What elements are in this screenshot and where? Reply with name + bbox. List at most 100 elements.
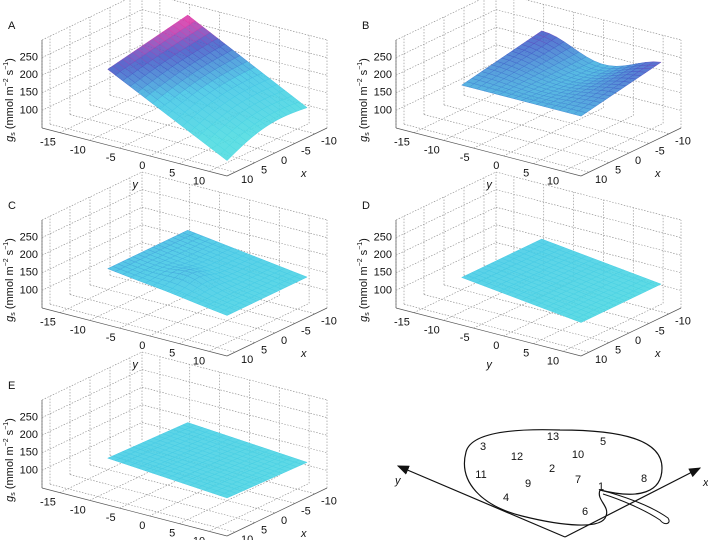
- grid-line: [119, 99, 220, 149]
- z-axis-title-part: s: [4, 69, 16, 78]
- x-tick-label: 10: [241, 174, 253, 186]
- y-tick-label: 10: [193, 355, 205, 367]
- surface-cell: [647, 281, 662, 287]
- axis-line: [41, 307, 228, 357]
- z-axis-title-part: g: [4, 495, 16, 502]
- grid-line: [129, 265, 316, 315]
- grid-line: [423, 114, 610, 163]
- grid-line: [109, 275, 296, 324]
- y-tick-label: 5: [523, 168, 529, 180]
- y-tick-label: 10: [193, 175, 205, 187]
- y-tick-label: 10: [547, 355, 559, 367]
- y-axis-label: y: [394, 475, 402, 487]
- x-axis-title: x: [300, 528, 307, 540]
- grid-line: [41, 386, 143, 436]
- grid-line: [141, 404, 328, 454]
- grid-line: [141, 369, 328, 418]
- grid-line: [395, 62, 497, 111]
- box-edge: [395, 171, 497, 221]
- y-tick-label: 0: [139, 340, 145, 352]
- panel-label: A: [8, 20, 16, 32]
- z-tick-label: 150: [374, 267, 392, 279]
- surface-cell: [293, 273, 308, 280]
- grid-line: [41, 26, 143, 76]
- grid-line: [562, 303, 664, 352]
- x-tick-label: 0: [635, 335, 641, 347]
- x-tick-label: -5: [301, 145, 311, 157]
- y-tick-label: 5: [169, 528, 175, 540]
- y-axis-arrow: [396, 465, 566, 538]
- y-tick-label: -5: [460, 152, 470, 164]
- z-axis-title-part: s: [4, 249, 16, 258]
- grid-line: [59, 84, 161, 133]
- z-axis-title-part: −1: [357, 242, 364, 250]
- y-tick-label: -5: [106, 512, 116, 524]
- y-tick-label: -15: [394, 137, 410, 149]
- z-tick-label: 150: [20, 87, 38, 99]
- grid-line: [89, 92, 190, 141]
- grid-line: [109, 455, 296, 504]
- grid-line: [141, 9, 328, 58]
- grid-line: [149, 467, 250, 517]
- point-label: 7: [575, 474, 581, 486]
- y-tick-label: 10: [193, 535, 205, 540]
- grid-line: [41, 44, 143, 94]
- box-edge: [395, 0, 481, 41]
- point-label: 10: [572, 449, 584, 461]
- axis-line: [226, 487, 328, 537]
- z-axis-title-part: s: [358, 249, 370, 258]
- y-tick-label: -5: [106, 152, 116, 164]
- y-tick-label: -15: [40, 497, 56, 509]
- box-edge: [171, 0, 328, 41]
- z-axis-title-part: s: [364, 312, 371, 316]
- z-tick-label: 100: [20, 284, 38, 296]
- grid-line: [413, 84, 515, 133]
- y-tick-label: -5: [106, 332, 116, 344]
- y-tick-label: -10: [70, 504, 86, 516]
- y-axis-title: y: [131, 179, 139, 191]
- x-tick-label: -10: [675, 316, 691, 328]
- grid-line: [495, 189, 682, 238]
- point-label: 1: [598, 481, 604, 493]
- y-tick-label: 5: [169, 348, 175, 360]
- z-axis-title-part: s: [10, 132, 17, 136]
- x-tick-label: 0: [635, 155, 641, 167]
- surface: [107, 422, 308, 499]
- axis-line: [41, 127, 228, 177]
- y-axis-title: y: [485, 179, 493, 191]
- z-tick-label: 100: [374, 104, 392, 116]
- z-tick-label: 250: [374, 232, 392, 244]
- z-axis-title-part: s: [10, 492, 17, 496]
- point-label: 12: [511, 451, 523, 463]
- panel-label: C: [8, 200, 16, 212]
- grid-line: [473, 279, 574, 329]
- x-tick-label: -5: [301, 505, 311, 517]
- grid-line: [41, 206, 143, 256]
- y-tick-label: 5: [523, 348, 529, 360]
- grid-line: [41, 9, 143, 58]
- y-tick-label: -10: [424, 324, 440, 336]
- box-edge: [41, 171, 143, 221]
- z-axis-title-part: g: [4, 135, 16, 142]
- z-axis-title: gs (mmol m−2 s−1): [357, 238, 371, 322]
- z-axis-title-part: s: [10, 312, 17, 316]
- grid-line: [41, 422, 143, 471]
- x-tick-label: -10: [321, 496, 337, 508]
- z-tick-label: 250: [20, 232, 38, 244]
- z-tick-label: 200: [20, 429, 38, 441]
- point-label: 2: [549, 463, 555, 475]
- grid-line: [89, 452, 190, 501]
- grid-line: [495, 44, 682, 94]
- box-edge: [495, 171, 682, 221]
- z-axis-title-part: (mmol m: [4, 446, 16, 492]
- grid-line: [208, 303, 310, 352]
- panel-label: B: [362, 20, 369, 32]
- z-tick-label: 250: [20, 52, 38, 64]
- z-axis-title-part: −2: [3, 258, 10, 266]
- grid-line: [89, 464, 276, 514]
- grid-line: [149, 287, 250, 337]
- grid-line: [503, 107, 604, 157]
- z-axis-title-part: s: [364, 132, 371, 136]
